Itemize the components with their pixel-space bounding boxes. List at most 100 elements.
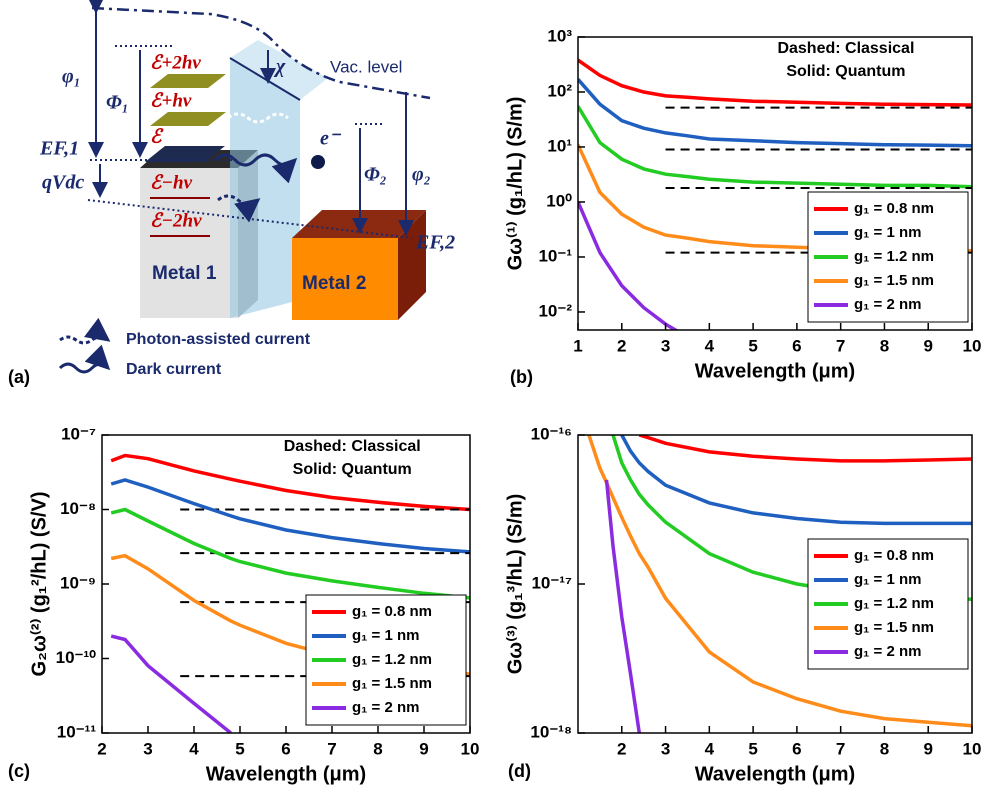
x-tick-label: 2 [97,739,106,758]
legend-label: g₁ = 1.5 nm [854,272,934,289]
x-tick-label: 4 [189,739,199,758]
annotation: Dashed: Classical [284,438,421,455]
vac-label: Vac. level [330,57,402,76]
data-line [111,456,470,510]
y-tick-label: 10⁻¹⁰ [56,648,97,667]
annotation: Dashed: Classical [777,40,914,57]
legend-label: g₁ = 1 nm [854,571,921,588]
ef1: EF,1 [39,138,79,160]
y-tick-label: 10⁻⁸ [60,499,96,518]
qvdc: qVdc [42,172,84,194]
x-tick-label: 1 [573,336,582,355]
x-tick-label: 8 [880,739,889,758]
y-tick-label: 10⁻¹¹ [57,722,97,741]
phi2: φ₂ [412,164,431,186]
level-label: ℰ+2hν [150,52,201,73]
metal2-label: Metal 2 [302,273,366,294]
legend-label: g₁ = 2 nm [854,643,921,660]
x-tick-label: 3 [143,739,152,758]
x-tick-label: 6 [281,739,290,758]
data-line [639,435,972,461]
panel-label: (d) [508,761,531,781]
data-line [578,60,972,105]
x-tick-label: 9 [923,336,932,355]
y-tick-label: 10⁻¹ [538,246,572,265]
phi1: φ₁ [62,66,81,88]
legend-label: g₁ = 1.2 nm [352,651,432,668]
legend-label: g₁ = 2 nm [352,699,419,716]
x-tick-label: 9 [419,739,428,758]
plate [150,112,226,126]
photon-current-label: Photon-assisted current [126,331,311,348]
panel-label: (b) [510,367,533,387]
x-tick-label: 5 [748,336,757,355]
x-axis-label: Wavelength (μm) [695,360,855,382]
x-tick-label: 6 [792,336,801,355]
level-label: ℰ+hν [150,90,192,111]
x-tick-label: 5 [235,739,244,758]
x-tick-label: 6 [792,739,801,758]
y-tick-label: 10⁻¹⁸ [530,722,572,741]
x-axis-label: Wavelength (μm) [206,763,366,785]
y-axis-label: Gω⁽¹⁾ (g₁/hL) (S/m) [504,97,526,271]
data-line [111,636,231,733]
legend-photon [60,337,108,343]
y-tick-label: 10⁻¹⁶ [531,424,572,443]
ef2: EF,2 [415,232,455,254]
metal1-label: Metal 1 [152,263,217,284]
y-tick-label: 10⁻⁷ [61,424,96,443]
y-axis-label: G₂ω⁽²⁾ (g₁²/hL) (S/V) [28,492,50,677]
legend-label: g₁ = 0.8 nm [854,547,934,564]
level-label: ℰ [150,126,164,147]
figure: φ₁ Φ₁ EF,1 qVdc ℰ+2hν ℰ+hν ℰ ℰ−hν ℰ−2hν … [0,0,987,795]
dark-current-label: Dark current [126,361,222,378]
x-tick-label: 2 [617,739,626,758]
y-tick-label: 10³ [547,26,572,45]
y-tick-label: 10⁻² [538,301,572,320]
x-tick-label: 8 [373,739,382,758]
y-tick-label: 10² [547,81,572,100]
legend-label: g₁ = 1.5 nm [352,675,432,692]
legend-label: g₁ = 1.5 nm [854,619,934,636]
data-line [622,435,972,523]
legend-label: g₁ = 0.8 nm [352,603,432,620]
electron-label: e⁻ [320,128,342,150]
y-tick-label: 10¹ [547,136,572,155]
y-tick-label: 10⁰ [546,191,572,210]
x-tick-label: 10 [461,739,480,758]
plate [150,74,226,88]
barrier [230,58,300,318]
legend-label: g₁ = 2 nm [854,296,921,313]
Phi2: Φ₂ [364,164,387,186]
x-tick-label: 5 [748,739,757,758]
x-tick-label: 2 [617,336,626,355]
level-label: ℰ−hν [150,172,193,193]
x-tick-label: 10 [963,336,982,355]
annotation: Solid: Quantum [786,63,905,80]
x-tick-label: 9 [923,739,932,758]
y-tick-label: 10⁻⁹ [60,573,96,592]
y-axis-label: Gω⁽³⁾ (g₁³/hL) (S/m) [504,494,526,675]
level-label: ℰ−2hν [150,210,202,231]
x-tick-label: 3 [661,336,670,355]
electron [311,155,325,169]
diagram: φ₁ Φ₁ EF,1 qVdc ℰ+2hν ℰ+hν ℰ ℰ−hν ℰ−2hν … [8,8,455,387]
x-tick-label: 8 [880,336,889,355]
legend-label: g₁ = 1.2 nm [854,595,934,612]
x-tick-label: 4 [705,739,715,758]
panel-label: (c) [8,761,30,781]
x-tick-label: 10 [963,739,982,758]
legend-label: g₁ = 1 nm [352,627,419,644]
panel-label: (a) [8,367,30,387]
legend-label: g₁ = 1 nm [854,224,921,241]
x-tick-label: 7 [836,739,845,758]
y-tick-label: 10⁻¹⁷ [531,573,572,592]
legend-label: g₁ = 1.2 nm [854,248,934,265]
legend-label: g₁ = 0.8 nm [854,200,934,217]
x-tick-label: 3 [661,739,670,758]
x-tick-label: 4 [705,336,715,355]
Phi1: Φ₁ [106,92,129,114]
